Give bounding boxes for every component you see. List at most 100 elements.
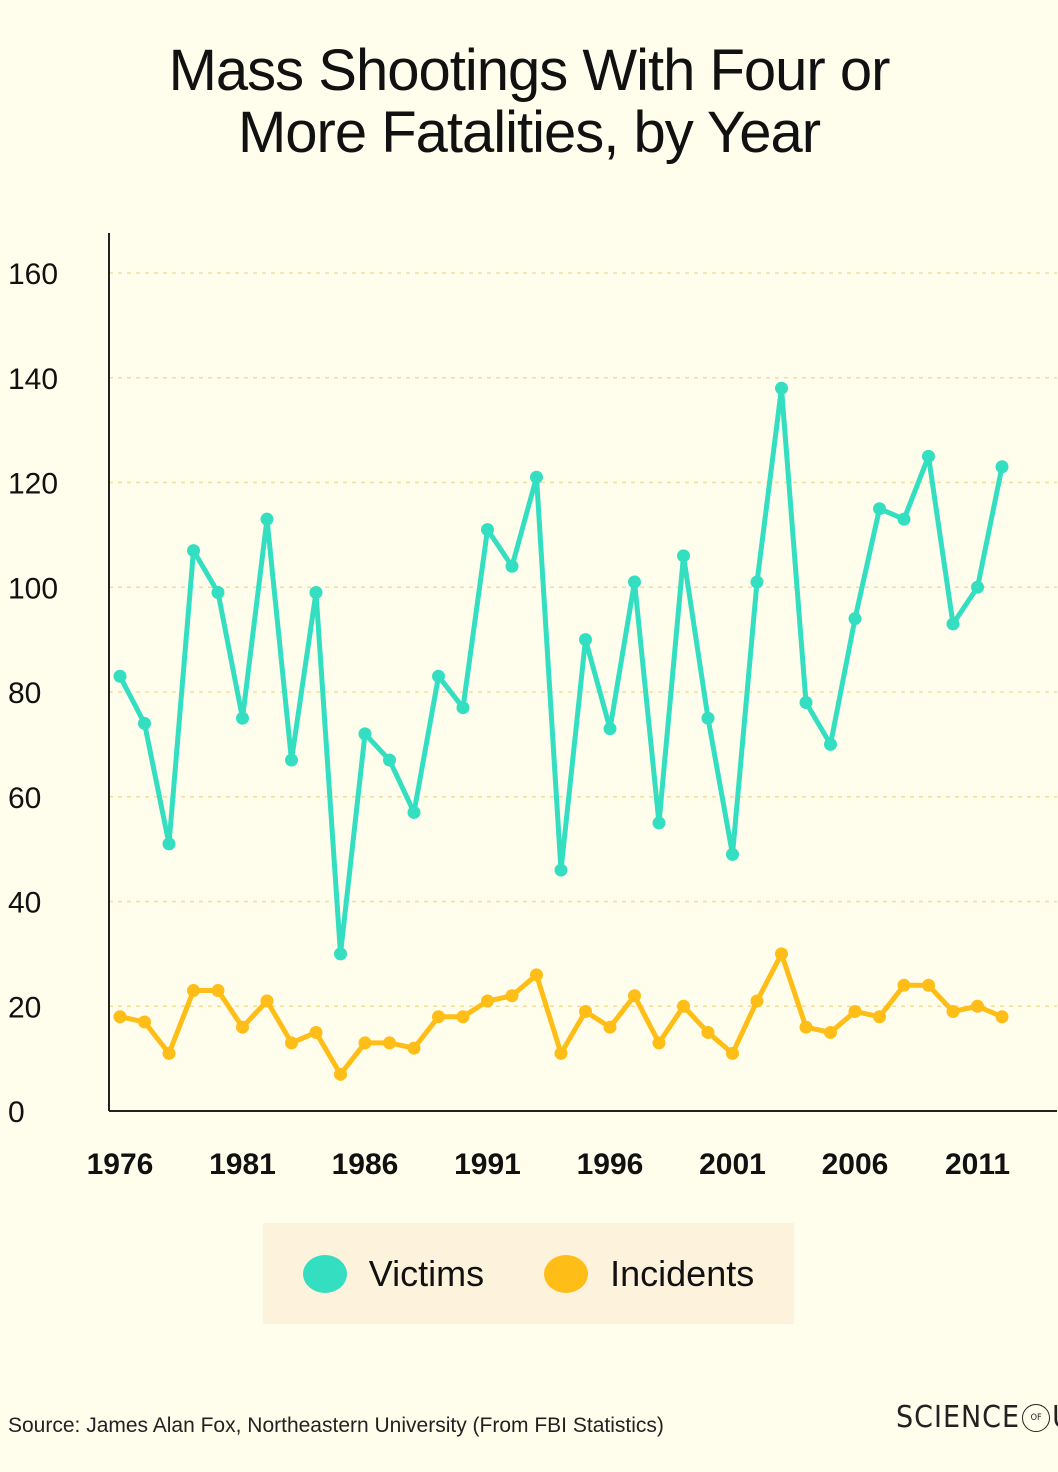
point-victims-2008 bbox=[897, 512, 911, 526]
point-incidents-1977 bbox=[138, 1015, 151, 1029]
point-victims-1994 bbox=[554, 863, 568, 877]
point-victims-2007 bbox=[873, 502, 886, 516]
source-note: Source: James Alan Fox, Northeastern Uni… bbox=[8, 1414, 664, 1437]
point-victims-1996 bbox=[603, 722, 617, 736]
y-tick-label-20: 20 bbox=[8, 991, 41, 1024]
point-incidents-1989 bbox=[432, 1010, 445, 1024]
chart-title: Mass Shootings With Four or More Fatalit… bbox=[0, 40, 1058, 164]
point-victims-2004 bbox=[799, 695, 813, 709]
legend-label-victims: Victims bbox=[368, 1252, 485, 1294]
point-incidents-1982 bbox=[260, 994, 274, 1008]
point-victims-1976 bbox=[113, 669, 127, 683]
legend-label-incidents: Incidents bbox=[610, 1252, 755, 1294]
point-victims-2012 bbox=[995, 460, 1009, 474]
point-victims-1992 bbox=[505, 559, 519, 573]
line-chart: 0 20 40 60 80 100 120 140 160 1976 1981 1986 1991 199… bbox=[8, 233, 1057, 1181]
point-victims-2003 bbox=[775, 381, 788, 395]
point-incidents-1978 bbox=[162, 1046, 176, 1060]
point-incidents-1983 bbox=[285, 1036, 298, 1050]
point-incidents-1996 bbox=[603, 1020, 617, 1034]
point-incidents-1997 bbox=[628, 989, 641, 1003]
point-victims-1977 bbox=[138, 716, 151, 730]
science-of-us-logo: SCIENCE OF US bbox=[896, 1400, 1058, 1435]
point-incidents-1979 bbox=[187, 984, 200, 998]
point-incidents-2009 bbox=[922, 978, 935, 992]
legend-item-incidents[interactable]: Incidents bbox=[544, 1253, 754, 1295]
point-incidents-1992 bbox=[505, 989, 519, 1003]
point-victims-2005 bbox=[824, 737, 837, 751]
legend-item-victims[interactable]: Victims bbox=[302, 1252, 485, 1295]
point-victims-1990 bbox=[456, 701, 470, 715]
point-incidents-2000 bbox=[701, 1025, 715, 1039]
point-victims-1983 bbox=[285, 753, 298, 767]
point-incidents-1999 bbox=[677, 999, 690, 1013]
brand-text-left: SCIENCE bbox=[896, 1400, 1021, 1435]
y-tick-label-80: 80 bbox=[8, 677, 41, 710]
x-tick-label-1991: 1991 bbox=[454, 1148, 521, 1181]
point-incidents-1995 bbox=[579, 1004, 592, 1018]
point-victims-1998 bbox=[652, 816, 666, 830]
point-incidents-1998 bbox=[652, 1036, 666, 1050]
point-incidents-2004 bbox=[799, 1020, 813, 1034]
point-incidents-1993 bbox=[530, 968, 543, 982]
point-victims-1984 bbox=[309, 585, 323, 599]
point-victims-1995 bbox=[579, 633, 592, 647]
point-victims-1980 bbox=[211, 585, 225, 599]
y-tick-label-160: 160 bbox=[8, 258, 58, 291]
point-incidents-1986 bbox=[358, 1036, 372, 1050]
legend-swatch-victims bbox=[302, 1254, 347, 1293]
point-victims-1988 bbox=[407, 805, 421, 819]
y-tick-label-120: 120 bbox=[8, 468, 58, 501]
point-victims-1979 bbox=[187, 544, 200, 558]
point-victims-1986 bbox=[358, 727, 372, 741]
point-victims-2011 bbox=[971, 580, 984, 594]
y-tick-label-140: 140 bbox=[8, 363, 58, 396]
point-victims-2009 bbox=[922, 449, 935, 463]
point-victims-2002 bbox=[750, 575, 764, 589]
point-incidents-1994 bbox=[554, 1046, 568, 1060]
y-tick-label-0: 0 bbox=[8, 1096, 25, 1129]
y-tick-label-100: 100 bbox=[8, 572, 58, 605]
x-tick-label-1981: 1981 bbox=[209, 1148, 276, 1181]
chart-legend: Victims Incidents bbox=[263, 1223, 794, 1324]
point-victims-1978 bbox=[162, 837, 176, 851]
point-victims-1981 bbox=[236, 711, 249, 725]
point-victims-1982 bbox=[260, 512, 274, 526]
point-victims-1999 bbox=[677, 549, 690, 563]
point-incidents-2006 bbox=[848, 1004, 862, 1018]
chart-title-line-1: Mass Shootings With Four or bbox=[168, 38, 891, 103]
point-victims-1987 bbox=[383, 753, 396, 767]
point-incidents-2001 bbox=[726, 1046, 739, 1060]
point-incidents-1990 bbox=[456, 1010, 470, 1024]
point-incidents-1988 bbox=[407, 1041, 421, 1055]
x-tick-label-1976: 1976 bbox=[87, 1148, 154, 1181]
point-incidents-1987 bbox=[383, 1036, 396, 1050]
x-tick-label-1996: 1996 bbox=[577, 1148, 644, 1181]
y-tick-label-60: 60 bbox=[8, 782, 41, 815]
point-victims-2000 bbox=[701, 711, 715, 725]
point-incidents-2008 bbox=[897, 978, 911, 992]
brand-text-right: US bbox=[1052, 1400, 1058, 1435]
x-tick-label-1986: 1986 bbox=[332, 1148, 399, 1181]
point-incidents-2011 bbox=[971, 999, 984, 1013]
point-incidents-2010 bbox=[946, 1004, 960, 1018]
legend-swatch-incidents bbox=[544, 1254, 589, 1293]
point-victims-1991 bbox=[481, 523, 494, 537]
point-victims-1985 bbox=[334, 947, 347, 961]
point-incidents-1980 bbox=[211, 984, 225, 998]
point-incidents-1984 bbox=[309, 1025, 323, 1039]
x-tick-label-2001: 2001 bbox=[699, 1148, 766, 1181]
point-victims-2006 bbox=[848, 612, 862, 626]
point-incidents-1985 bbox=[334, 1067, 347, 1081]
brand-of-circle: OF bbox=[1022, 1403, 1051, 1432]
point-victims-1989 bbox=[432, 669, 445, 683]
point-incidents-2007 bbox=[873, 1010, 886, 1024]
point-incidents-2012 bbox=[995, 1010, 1009, 1024]
x-tick-label-2011: 2011 bbox=[945, 1148, 1010, 1181]
point-incidents-1976 bbox=[113, 1010, 127, 1024]
y-tick-label-40: 40 bbox=[8, 887, 41, 920]
x-tick-label-2006: 2006 bbox=[822, 1148, 889, 1181]
point-victims-2010 bbox=[946, 617, 960, 631]
point-incidents-2002 bbox=[750, 994, 764, 1008]
point-incidents-2005 bbox=[824, 1025, 837, 1039]
